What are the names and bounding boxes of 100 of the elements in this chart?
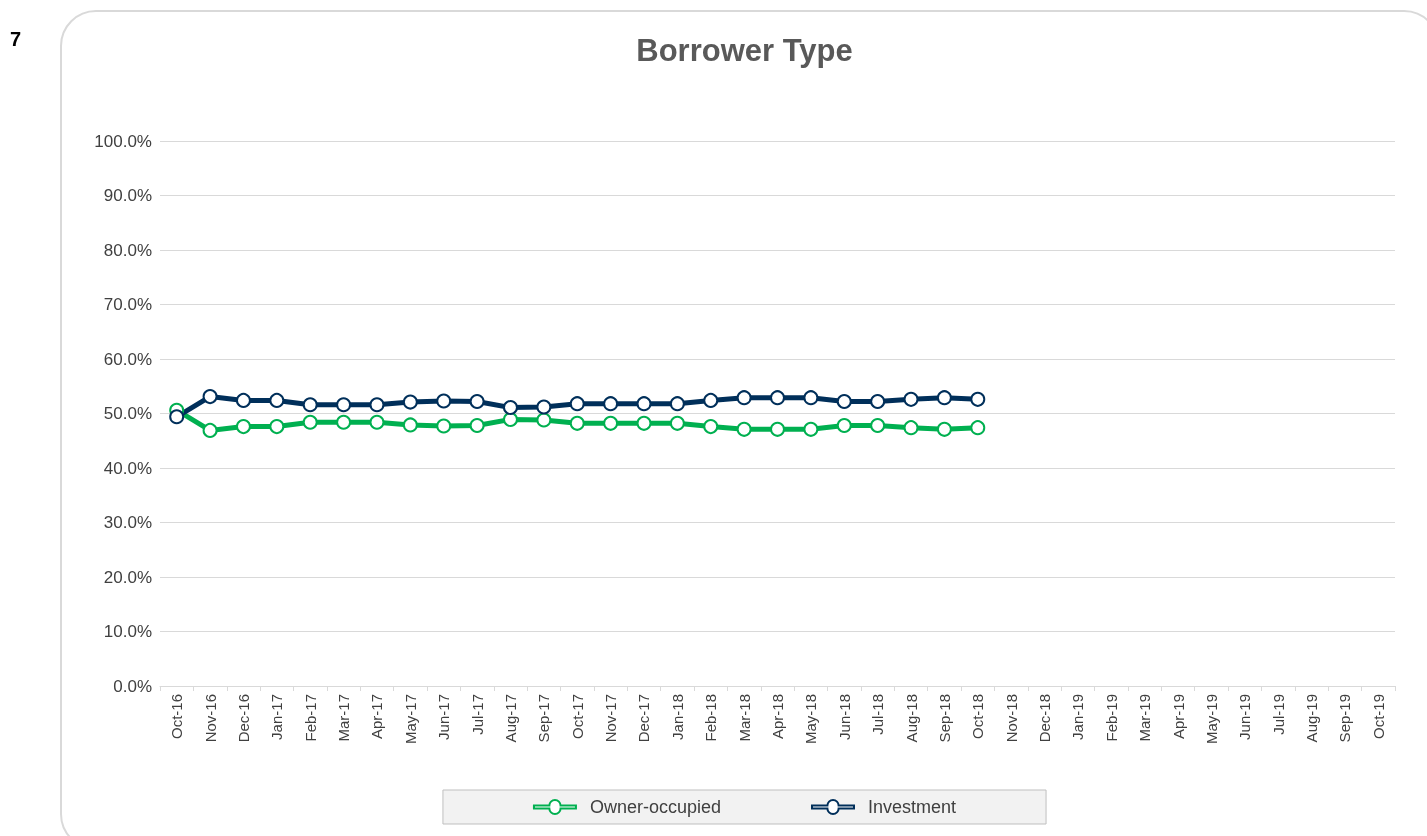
point (803, 390, 819, 406)
point (436, 418, 452, 434)
text: 7 (10, 28, 22, 51)
x-tick-label: May-18 (802, 694, 820, 745)
point (970, 420, 986, 436)
point (736, 390, 752, 406)
x-tick-label: Feb-18 (702, 694, 720, 742)
point (770, 421, 785, 437)
x-tick-label: Sep-17 (535, 694, 553, 743)
x-tick-label: Jan-19 (1069, 694, 1087, 740)
x-tick-label: Jan-17 (268, 694, 286, 740)
x-tick-label: Jul-19 (1269, 694, 1287, 735)
point (502, 412, 518, 427)
y-tick-label: 70.0% (103, 295, 152, 314)
point (402, 394, 418, 410)
x-tick-label: Oct-16 (168, 694, 186, 740)
y-tick-label: 0.0% (113, 676, 152, 696)
point (569, 415, 585, 431)
x-tick-label: Feb-19 (1102, 694, 1120, 742)
point (970, 391, 986, 407)
point (636, 415, 652, 431)
point (536, 399, 552, 415)
y-tick-label: 60.0% (103, 349, 152, 369)
x-tick-label: Nov-17 (602, 694, 620, 743)
point (636, 396, 652, 412)
point (202, 422, 218, 438)
point (836, 417, 852, 433)
point (235, 419, 251, 435)
y-tick-label: 90.0% (103, 186, 152, 205)
point (836, 394, 852, 410)
point (703, 392, 719, 408)
point (603, 396, 619, 412)
point (336, 414, 352, 430)
x-tick-label: Oct-18 (969, 694, 987, 740)
point (803, 421, 819, 437)
x-tick-label: Jul-18 (869, 694, 887, 735)
x-tick-label: May-17 (401, 694, 419, 745)
x-tick-label: Dec-18 (1036, 694, 1054, 743)
y-tick-label: 100.0% (94, 131, 152, 151)
point (202, 389, 218, 405)
y-tick-label: 40.0% (103, 458, 152, 478)
y-tick-label: 80.0% (103, 240, 152, 260)
point (436, 393, 452, 409)
point (302, 414, 318, 430)
x-tick-label: Mar-17 (335, 694, 353, 742)
legend-label: Owner-occupied (589, 797, 722, 817)
point (669, 396, 685, 412)
point (603, 415, 619, 431)
point (269, 419, 285, 435)
y-tick-label: 30.0% (103, 513, 152, 532)
point (870, 394, 886, 410)
x-tick-label: Dec-16 (234, 694, 252, 743)
point (235, 392, 251, 408)
point (770, 390, 785, 406)
point (903, 391, 919, 407)
x-tick-label: Feb-17 (301, 694, 319, 742)
x-tick-label: Mar-19 (1136, 694, 1154, 742)
point (369, 397, 385, 413)
x-tick-label: Apr-17 (368, 694, 386, 740)
point (369, 414, 385, 430)
point (269, 392, 285, 408)
x-tick-label: Nov-18 (1002, 694, 1020, 743)
x-tick-label: Oct-19 (1369, 694, 1387, 740)
x-tick-label: Dec-17 (635, 694, 653, 743)
point (169, 409, 185, 425)
point (302, 397, 318, 413)
x-tick-label: Apr-18 (769, 694, 786, 740)
point (536, 412, 552, 428)
point (870, 417, 886, 433)
x-tick-label: Aug-17 (501, 694, 519, 743)
y-tick-label: 20.0% (103, 567, 152, 587)
chart-title: Borrower Type (636, 33, 853, 68)
x-tick-label: Jun-18 (835, 694, 853, 740)
x-tick-label: Jun-17 (435, 694, 453, 740)
x-tick-label: Jan-18 (668, 694, 686, 740)
x-tick-label: Aug-18 (902, 694, 920, 743)
point (736, 421, 752, 437)
point (336, 397, 352, 413)
x-tick-label: Oct-17 (568, 694, 586, 740)
y-tick-label: 50.0% (103, 404, 152, 423)
legend-label: Investment (868, 797, 957, 817)
x-tick-label: Sep-19 (1336, 694, 1354, 743)
point (936, 390, 952, 406)
point (936, 421, 952, 437)
y-tick-label: 10.0% (103, 622, 152, 641)
point (903, 420, 919, 436)
x-tick-label: Apr-19 (1169, 694, 1187, 740)
x-tick-label: Jul-17 (468, 694, 486, 735)
x-tick-label: Mar-18 (735, 694, 753, 742)
point (669, 415, 685, 431)
x-tick-label: Nov-16 (201, 694, 219, 743)
x-tick-label: Jun-19 (1236, 694, 1254, 740)
point (469, 417, 485, 433)
point (703, 419, 719, 435)
x-tick-label: May-19 (1202, 694, 1220, 745)
point (502, 400, 518, 415)
x-tick-label: Aug-19 (1303, 694, 1321, 743)
x-tick-label: Sep-18 (935, 694, 953, 743)
point (402, 417, 418, 433)
point (569, 396, 585, 412)
